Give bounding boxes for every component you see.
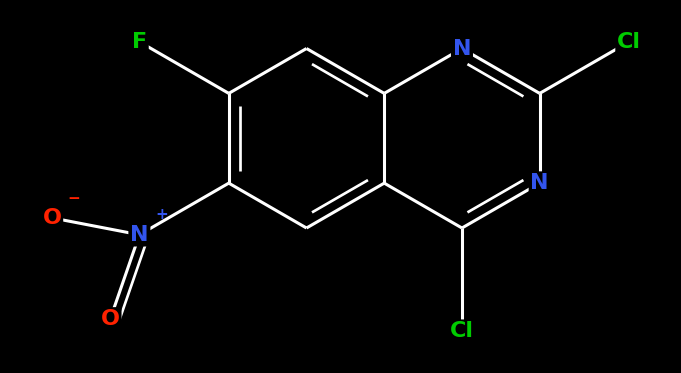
Text: O: O	[101, 309, 120, 329]
Text: N: N	[130, 225, 148, 245]
Text: −: −	[67, 191, 80, 206]
Text: O: O	[42, 208, 61, 228]
Text: N: N	[530, 173, 549, 193]
Text: +: +	[155, 207, 168, 222]
Text: Cl: Cl	[617, 32, 641, 52]
Text: F: F	[132, 32, 147, 52]
Text: Cl: Cl	[450, 321, 474, 341]
Text: N: N	[453, 38, 471, 59]
